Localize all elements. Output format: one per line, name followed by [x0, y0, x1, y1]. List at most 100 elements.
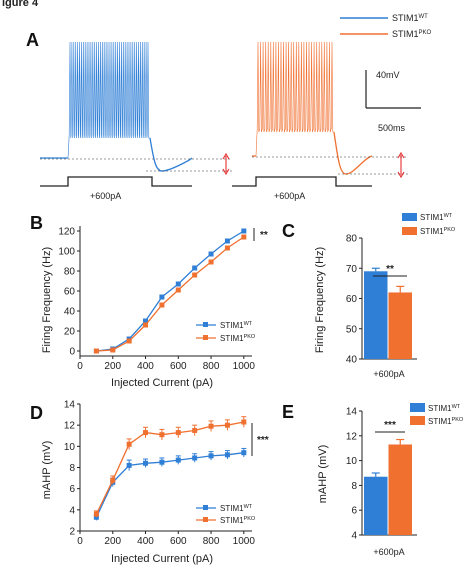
- trace-pko: [252, 41, 334, 157]
- panel-e-legend: STIM1WT STIM1PKO: [410, 403, 464, 426]
- panel-d-series-1-point: [143, 430, 149, 436]
- scale-bar: 40mV 500ms: [365, 70, 421, 133]
- panel-c-ytick-label: 40: [346, 355, 358, 366]
- panel-d-xtick-label: 0: [77, 536, 83, 547]
- panel-d-ytick-label: 12: [64, 421, 76, 432]
- panel-b-legend-pko: STIM1PKO: [220, 334, 256, 343]
- stim-label-wt: +600pA: [90, 191, 121, 201]
- panel-d-ytick-label: 6: [69, 484, 75, 495]
- panel-d-series-1-point: [192, 427, 198, 433]
- trace-wt-baseline: [40, 137, 193, 172]
- panel-b-series-0-point: [175, 281, 181, 287]
- panel-b-xtick-label: 200: [104, 361, 121, 372]
- panel-d-series-1-point: [175, 430, 181, 436]
- panel-d-series-0-point: [159, 459, 165, 465]
- panel-b-series-0-point: [192, 265, 198, 271]
- panel-d-series-1-line: [95, 421, 244, 515]
- panel-d-series-1-point: [241, 419, 247, 425]
- panel-e-legend-wt: STIM1WT: [428, 404, 461, 413]
- panel-d-series-1-point: [159, 432, 165, 438]
- panel-b-ytick-label: 60: [64, 287, 76, 298]
- panel-b: B 0 20 40 60 80 100 120 0 200 400 600 800 1000 Firin…: [30, 213, 268, 389]
- panel-c-bar-0: [364, 271, 388, 359]
- panel-d-series-0-point: [143, 460, 149, 466]
- panel-b-series-1-point: [159, 302, 165, 308]
- panel-e-ylabel: mAHP (mV): [317, 445, 329, 503]
- panel-b-series-1-point: [192, 272, 198, 278]
- panel-e-category: +600pA: [373, 547, 404, 557]
- panel-d-legend-wt-marker: [203, 505, 208, 510]
- panel-d-series-1-point: [208, 423, 214, 429]
- panel-e-ytick-label: 10: [346, 456, 358, 467]
- panel-b-xtick-label: 0: [77, 361, 83, 372]
- panel-d-ytick-label: 14: [64, 400, 76, 411]
- panel-b-sig: **: [260, 230, 268, 241]
- panel-b-series-0-point: [224, 238, 230, 244]
- panel-b-series-0-point: [208, 251, 214, 257]
- panel-d-xtick-label: 200: [104, 536, 121, 547]
- panel-e-ytick-label: 12: [346, 431, 358, 442]
- panel-b-series-0-point: [143, 318, 149, 324]
- panel-c-bar-1: [388, 292, 412, 359]
- panel-b-series-1-point: [110, 347, 116, 353]
- panel-b-ytick-label: 80: [64, 267, 76, 278]
- panel-b-series-0-point: [159, 294, 165, 300]
- panel-d-legend: STIM1WT STIM1PKO: [196, 504, 256, 525]
- panel-d-series-1-point: [224, 422, 230, 428]
- panel-d-series-1-point: [93, 511, 99, 517]
- panel-e-legend-wt-swatch: [410, 403, 425, 412]
- panel-b-series-1-line: [96, 236, 245, 352]
- panel-b-legend-wt: STIM1WT: [220, 321, 253, 330]
- panel-b-legend: STIM1WT STIM1PKO: [196, 321, 256, 343]
- stim-label-pko: +600pA: [274, 191, 305, 201]
- panel-a-letter: A: [26, 30, 39, 50]
- panel-d-series-0-line: [95, 452, 244, 518]
- panel-c-ytick-label: 80: [346, 234, 358, 245]
- panel-d-series-1-point: [110, 477, 116, 483]
- panel-d-legend-pko-marker: [203, 517, 208, 522]
- panel-c-axes: 40 50 60 70 80: [346, 234, 417, 366]
- panel-d-sig: ***: [257, 435, 269, 446]
- panel-e-ytick-label: 6: [351, 506, 357, 517]
- panel-e-sig: ***: [384, 420, 396, 431]
- panel-b-ytick-label: 120: [58, 227, 75, 238]
- panel-c-legend-pko-swatch: [402, 227, 417, 235]
- panel-c-ytick-label: 70: [346, 264, 358, 275]
- panel-d-series-0-point: [224, 452, 230, 458]
- panel-d-series-0-point: [192, 455, 198, 461]
- scale-v-label: 40mV: [376, 70, 400, 80]
- panel-b-legend-wt-marker: [203, 322, 208, 327]
- panel-c-legend-pko: STIM1PKO: [420, 227, 456, 236]
- red-arrow-pko: [397, 151, 405, 179]
- panel-b-series-0-point: [241, 228, 247, 234]
- scale-t-label: 500ms: [378, 123, 406, 133]
- panel-c-legend: STIM1WT STIM1PKO: [402, 213, 456, 236]
- panel-b-xtick-label: 600: [170, 361, 187, 372]
- trace-wt: [40, 41, 150, 159]
- panel-d-xlabel: Injected Current (pA): [111, 553, 213, 565]
- panel-d-ylabel: mAHP (mV): [41, 441, 53, 499]
- panel-c-legend-wt: STIM1WT: [420, 213, 453, 222]
- panel-d-axes: 2 4 6 8 10 12 14 0 200 400 600 800 1000: [64, 400, 255, 548]
- panel-e: E 4 6 8 10 12 14 mAHP (mV) +600pA STIM1WT STI…: [282, 402, 464, 557]
- stimulus-step-wt: [40, 176, 192, 187]
- panel-e-ytick-label: 4: [351, 531, 357, 542]
- panel-d-series-0-point: [126, 462, 132, 468]
- trace-pko-baseline: [252, 131, 373, 175]
- panel-c-category: +600pA: [373, 369, 404, 379]
- panel-c-sig: **: [386, 264, 394, 275]
- panel-b-xtick-label: 1000: [233, 361, 256, 372]
- panel-d-series-0-point: [175, 457, 181, 463]
- panel-b-xlabel: Injected Current (pA): [111, 377, 213, 389]
- panel-b-series-1-point: [224, 245, 230, 251]
- figure-header: igure 4: [2, 0, 39, 9]
- panel-b-legend-pko-marker: [203, 335, 208, 340]
- panel-b-series-1-point: [126, 338, 132, 344]
- panel-d-xtick-label: 1000: [233, 536, 256, 547]
- panel-c-legend-wt-swatch: [402, 213, 417, 221]
- panel-d-xtick-label: 600: [170, 536, 187, 547]
- panel-d-letter: D: [30, 403, 43, 423]
- panel-e-bar-1: [388, 444, 412, 535]
- panel-d-series-1-point: [126, 441, 132, 447]
